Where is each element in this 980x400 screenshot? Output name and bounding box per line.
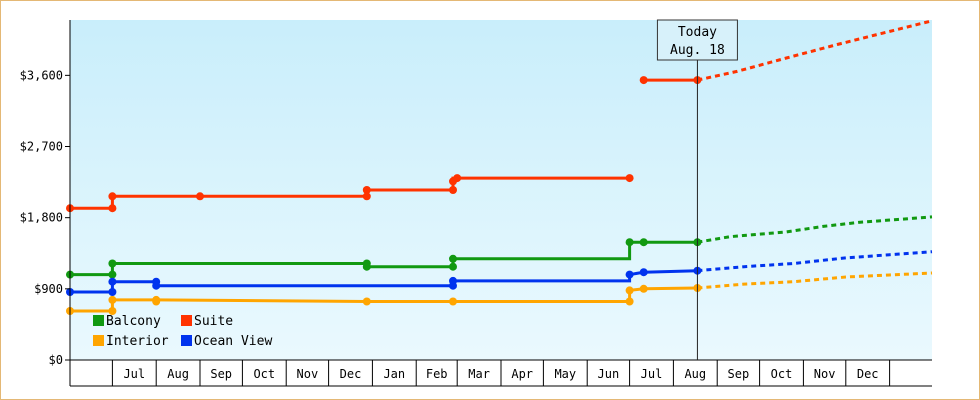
x-tick-label: Jul	[123, 367, 145, 381]
forecast-line-balcony	[697, 215, 933, 244]
x-tick-label: Aug	[684, 367, 706, 381]
data-point-balcony[interactable]	[625, 238, 634, 247]
y-tick-label: $3,600	[20, 68, 63, 82]
legend-swatch-balcony	[93, 315, 104, 326]
series-line-interior	[70, 286, 698, 313]
data-point-interior[interactable]	[625, 286, 634, 295]
data-point-balcony[interactable]	[639, 238, 648, 247]
legend-label-interior: Interior	[106, 334, 169, 349]
data-point-ocean-view[interactable]	[639, 268, 648, 277]
data-point-suite[interactable]	[108, 192, 117, 201]
series-balcony	[66, 215, 933, 279]
data-point-balcony[interactable]	[362, 262, 371, 271]
data-point-balcony[interactable]	[108, 259, 117, 268]
x-tick-label: Dec	[857, 367, 879, 381]
data-point-ocean-view[interactable]	[449, 276, 457, 285]
today-label: Today	[678, 25, 717, 40]
x-tick-label: Oct	[771, 367, 793, 381]
y-tick-label: $2,700	[20, 140, 63, 154]
legend: Balcony Suite Interior Ocean View	[93, 314, 272, 349]
y-tick-label: $1,800	[20, 211, 63, 225]
y-tick-label: $900	[34, 282, 63, 296]
data-point-suite[interactable]	[639, 76, 648, 85]
data-point-interior[interactable]	[449, 297, 457, 306]
data-point-suite[interactable]	[108, 204, 117, 213]
legend-swatch-ocean-view	[181, 335, 192, 346]
today-date-label: Aug. 18	[670, 43, 725, 58]
legend-label-suite: Suite	[194, 314, 233, 329]
legend-label-balcony: Balcony	[106, 314, 161, 329]
today-marker: Today Aug. 18	[656, 19, 738, 360]
x-tick-label: Apr	[511, 367, 533, 381]
x-tick-label: Feb	[426, 367, 448, 381]
x-tick-label: Sep	[728, 367, 750, 381]
series-interior	[66, 271, 933, 315]
plot-background	[70, 20, 932, 360]
data-point-balcony[interactable]	[449, 254, 457, 263]
data-point-balcony[interactable]	[449, 262, 457, 271]
x-tick-label: Nov	[297, 367, 319, 381]
x-tick-label: Jun	[598, 367, 620, 381]
x-tick-label: Jul	[641, 367, 663, 381]
data-point-suite[interactable]	[362, 186, 371, 194]
series-layer	[66, 19, 933, 315]
x-tick-label: Jan	[383, 367, 405, 381]
data-point-interior[interactable]	[108, 295, 117, 304]
data-point-suite[interactable]	[362, 192, 371, 201]
data-point-interior[interactable]	[639, 284, 648, 293]
data-point-ocean-view[interactable]	[625, 270, 634, 279]
x-tick-label: Dec	[340, 367, 362, 381]
legend-swatch-interior	[93, 335, 104, 346]
data-point-balcony[interactable]	[108, 270, 117, 279]
today-callout-box	[656, 19, 738, 61]
y-tick-label: $0	[49, 353, 63, 367]
data-point-ocean-view[interactable]	[108, 277, 117, 286]
x-tick-label: Oct	[253, 367, 275, 381]
forecast-line-ocean-view	[697, 250, 933, 273]
data-point-suite[interactable]	[196, 192, 204, 201]
x-tick-label: Sep	[210, 367, 232, 381]
x-tick-label: Aug	[167, 367, 189, 381]
x-tick-label: May	[554, 367, 576, 381]
data-point-ocean-view[interactable]	[108, 288, 117, 296]
data-point-suite[interactable]	[449, 186, 457, 194]
forecast-line-suite	[697, 19, 933, 82]
series-ocean-view	[66, 250, 933, 296]
data-point-interior[interactable]	[625, 297, 634, 306]
data-point-interior[interactable]	[362, 297, 371, 306]
data-point-interior[interactable]	[152, 297, 161, 306]
legend-swatch-suite	[181, 315, 192, 326]
data-point-suite[interactable]	[625, 174, 634, 183]
axis-layer: $0 $900 $1,800 $2,700 $3,600 Jul Aug Sep Oct Nov D…	[20, 20, 932, 387]
data-point-suite[interactable]	[453, 174, 462, 183]
series-suite	[66, 19, 933, 213]
data-point-interior[interactable]	[108, 307, 117, 315]
x-tick-label: Nov	[814, 367, 836, 381]
legend-label-ocean-view: Ocean View	[194, 334, 272, 349]
forecast-line-interior	[697, 271, 933, 290]
data-point-ocean-view[interactable]	[152, 281, 161, 290]
x-tick-label: Mar	[468, 367, 490, 381]
